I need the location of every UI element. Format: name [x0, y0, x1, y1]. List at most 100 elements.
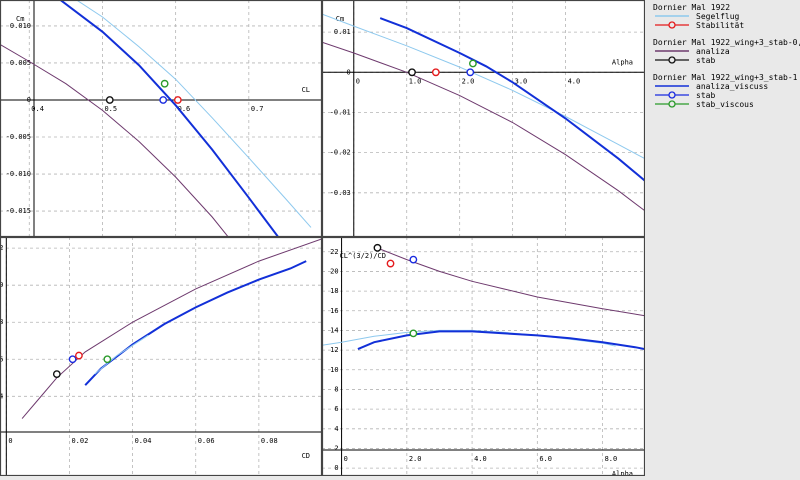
panel-border — [0, 0, 323, 238]
marker-stabilit-t — [386, 259, 395, 268]
marker-stab — [52, 370, 61, 379]
marker-stab — [466, 68, 475, 77]
marker-stab — [105, 96, 114, 104]
series-line-analiza-viscuss — [357, 330, 645, 351]
y-tick-label: 0.8 — [0, 318, 3, 326]
legend-entry-label: Stabilität — [696, 21, 744, 30]
legend-background — [645, 0, 800, 476]
x-tick-label: 0.08 — [261, 437, 278, 445]
series-line-analiza — [0, 43, 229, 237]
y-tick-label: 6 — [334, 405, 338, 413]
y-tick-label: 0.01 — [334, 28, 351, 36]
x-axis-label: CD — [302, 452, 310, 460]
y-tick-label: -0.010 — [6, 170, 31, 178]
legend-marker-swatch — [668, 56, 676, 64]
y-tick-label: 16 — [330, 307, 338, 315]
x-tick-label: 0 — [356, 77, 360, 85]
y-tick-label: -0.015 — [6, 207, 31, 215]
series-line-analiza-viscuss — [379, 17, 645, 182]
y-axis-label: Cm — [336, 15, 344, 23]
y-tick-label: 4 — [334, 425, 338, 433]
y-tick-label: 20 — [330, 267, 338, 275]
x-tick-label: 8.0 — [605, 455, 618, 463]
y-tick-label: -0.01 — [330, 108, 351, 116]
marker-stabilit-t — [173, 96, 182, 104]
legend-entry-label: stab — [696, 56, 715, 65]
x-tick-label: 6.0 — [539, 455, 552, 463]
x-tick-label: 2.0 — [462, 77, 475, 85]
y-tick-label: 0 — [334, 464, 338, 472]
marker-stabilit-t — [75, 351, 83, 360]
y-tick-label: 2 — [334, 444, 338, 452]
x-axis-label: Alpha — [612, 58, 633, 66]
marker-stab-viscous — [160, 79, 169, 88]
y-tick-label: 1.2 — [0, 244, 3, 252]
x-tick-label: 1.0 — [409, 77, 422, 85]
y-tick-label: 0.6 — [0, 355, 3, 363]
x-tick-label: 0.02 — [71, 437, 88, 445]
x-tick-label: 0.04 — [135, 437, 152, 445]
x-tick-label: 4.0 — [568, 77, 581, 85]
y-axis-label: CL^(3/2)/CD — [340, 252, 386, 260]
legend-marker-swatch — [668, 21, 676, 29]
chart-cl32cd-alpha: 0 2.0 4.0 6.0 8.00246810121416182022AlphaCL^… — [321, 236, 646, 477]
legend-entry-label: Segelflug — [696, 12, 740, 21]
y-tick-label: -0.02 — [330, 149, 351, 157]
marker-stab — [373, 243, 382, 252]
marker-stab — [159, 96, 168, 104]
y-tick-label: 1.0 — [0, 281, 3, 289]
y-tick-label: 18 — [330, 287, 338, 295]
chart-cm-alpha: 0 1.0 2.0 3.0 4.0 0.01 0 -0.01 -0.02 -0.03 Alpha Cm — [321, 0, 646, 238]
marker-stab — [409, 255, 418, 264]
series-line-segelflug — [322, 13, 645, 160]
y-tick-label: 0.010 — [10, 22, 31, 30]
series-line-segelflug — [75, 0, 312, 228]
x-tick-label: 0.06 — [198, 437, 215, 445]
marker-stab-viscous — [469, 59, 477, 68]
marker-stab-viscous — [103, 355, 112, 364]
marker-stab — [408, 68, 416, 77]
chart-cm-cl: 0.4 0.5 0.6 0.7 0.010 0.005 0 -0.005 -0.010 -0.01… — [0, 0, 323, 238]
plot-background — [0, 0, 322, 237]
legend-entry-label: stab_viscous — [696, 100, 754, 109]
x-tick-label: 0 — [8, 437, 12, 445]
x-tick-label: 0.5 — [104, 105, 117, 113]
y-tick-label: 10 — [330, 366, 338, 374]
legend-entry-label: analiza — [696, 47, 730, 56]
x-tick-label: 4.0 — [474, 455, 487, 463]
x-tick-label: 0 — [344, 455, 348, 463]
legend-group-title: Dornier Mal 1922 — [653, 3, 730, 12]
series-line-analiza — [374, 246, 645, 317]
x-tick-label: 2.0 — [409, 455, 422, 463]
marker-stab-viscous — [409, 329, 418, 338]
x-tick-label: 0.4 — [31, 105, 44, 113]
legend-group-title: Dornier Mal 1922_wing+3_stab-0,5 — [653, 38, 800, 47]
legend-marker-swatch — [668, 100, 676, 108]
legend-marker-swatch — [668, 91, 676, 99]
chart-cl-cd: 00.020.040.060.080.100.40.60.81.01.2CDCL — [0, 236, 323, 477]
y-tick-label: -0.03 — [330, 189, 351, 197]
y-tick-label: 8 — [334, 385, 338, 393]
plot-background — [322, 0, 645, 237]
y-axis-label: Cm — [16, 15, 24, 23]
x-axis-label: Alpha — [612, 470, 633, 476]
y-tick-label: 22 — [330, 248, 338, 256]
y-tick-label: 0 — [347, 68, 351, 76]
series-line-analiza — [21, 238, 322, 419]
y-tick-label: 14 — [330, 326, 338, 334]
y-tick-label: 0 — [27, 96, 31, 104]
legend-group-title: Dornier Mal 1922_wing+3_stab-1 — [653, 73, 798, 82]
x-tick-label: 0.7 — [251, 105, 264, 113]
x-axis-label: CL — [302, 86, 310, 94]
series-line-analiza — [322, 41, 645, 212]
panel-border — [321, 0, 646, 238]
y-tick-label: -0.005 — [6, 133, 31, 141]
y-tick-label: 12 — [330, 346, 338, 354]
plot-background — [322, 237, 645, 476]
y-tick-label: 0.4 — [0, 392, 3, 400]
legend-entry-label: stab — [696, 91, 715, 100]
legend-entry-label: analiza_viscuss — [696, 82, 768, 91]
series-line-segelflug — [94, 334, 149, 375]
